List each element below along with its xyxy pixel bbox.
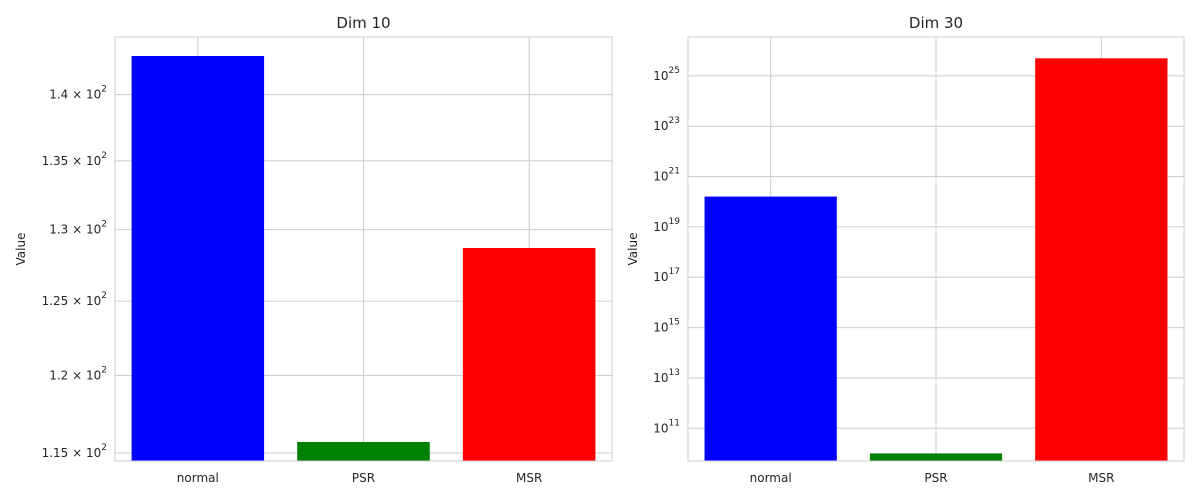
- y-tick-exponent: 13: [669, 368, 680, 378]
- y-tick-base: 10: [653, 69, 668, 83]
- bar-psr: [869, 453, 1003, 461]
- y-tick-mantissa: 1.25: [42, 294, 69, 308]
- y-tick-base: 10: [86, 223, 101, 237]
- axes-frame: [114, 36, 613, 462]
- y-tick-mantissa: 1.15: [42, 446, 69, 460]
- y-tick-base: 10: [653, 270, 668, 284]
- bar-psr: [297, 442, 430, 461]
- y-tick-times: ×: [68, 88, 86, 102]
- y-tick-exponent: 11: [669, 418, 680, 428]
- y-tick-exponent: 25: [669, 66, 680, 76]
- y-tick-label: 1023: [653, 116, 680, 133]
- y-tick-label: 1.3 × 102: [49, 220, 107, 237]
- y-tick-base: 10: [653, 371, 668, 385]
- y-tick-exponent: 21: [669, 167, 680, 177]
- y-tick-exponent: 2: [101, 151, 107, 161]
- y-axis-label: Value: [626, 233, 640, 266]
- y-tick-exponent: 23: [669, 116, 680, 126]
- y-tick-base: 10: [86, 369, 101, 383]
- y-tick-label: 1.35 × 102: [42, 151, 107, 168]
- y-tick-exponent: 2: [101, 291, 107, 301]
- bar-msr: [1035, 58, 1168, 461]
- x-tick-label: PSR: [352, 471, 375, 485]
- y-tick-times: ×: [68, 223, 86, 237]
- bar-normal: [704, 196, 837, 461]
- y-tick-base: 10: [653, 421, 668, 435]
- y-tick-exponent: 2: [101, 220, 107, 230]
- y-tick-base: 10: [86, 88, 101, 102]
- y-tick-base: 10: [653, 170, 668, 184]
- y-axis-label: Value: [14, 233, 28, 266]
- x-tick-label: normal: [177, 471, 219, 485]
- y-tick-label: 1021: [653, 167, 680, 184]
- y-tick-mantissa: 1.4: [49, 88, 68, 102]
- y-tick-label: 1.25 × 102: [42, 291, 107, 308]
- y-tick-exponent: 2: [101, 366, 107, 376]
- y-tick-label: 1011: [653, 418, 680, 435]
- y-tick-base: 10: [653, 321, 668, 335]
- y-tick-mantissa: 1.3: [49, 223, 68, 237]
- y-tick-base: 10: [86, 154, 101, 168]
- y-tick-mantissa: 1.2: [49, 369, 68, 383]
- bar-msr: [462, 247, 596, 461]
- y-tick-exponent: 2: [101, 85, 107, 95]
- y-tick-label: 1015: [653, 318, 680, 335]
- y-tick-label: 1.2 × 102: [49, 366, 107, 383]
- subplot-dim-30: normal PSR MSR1011101310151017101910211023…: [626, 14, 1185, 485]
- y-tick-times: ×: [68, 369, 86, 383]
- y-tick-label: 1013: [653, 368, 680, 385]
- x-tick-label: PSR: [924, 471, 947, 485]
- y-tick-exponent: 17: [669, 267, 680, 277]
- y-tick-label: 1019: [653, 217, 680, 234]
- x-tick-label: MSR: [516, 471, 542, 485]
- chart-title-dim-10: Dim 10: [336, 14, 390, 32]
- y-tick-exponent: 15: [669, 318, 680, 328]
- bar-normal: [131, 56, 265, 462]
- y-tick-exponent: 2: [101, 443, 107, 453]
- y-tick-times: ×: [68, 446, 86, 460]
- y-tick-label: 1.15 × 102: [42, 443, 107, 460]
- x-tick-label: normal: [750, 471, 792, 485]
- chart-title-dim-30: Dim 30: [909, 14, 963, 32]
- x-tick-label: MSR: [1088, 471, 1114, 485]
- y-tick-base: 10: [653, 119, 668, 133]
- y-tick-mantissa: 1.35: [42, 154, 69, 168]
- y-tick-base: 10: [653, 220, 668, 234]
- y-tick-exponent: 19: [669, 217, 681, 227]
- y-tick-label: 1025: [653, 66, 680, 83]
- y-tick-base: 10: [86, 294, 101, 308]
- y-tick-label: 1017: [653, 267, 680, 284]
- y-tick-times: ×: [68, 294, 86, 308]
- y-tick-base: 10: [86, 446, 101, 460]
- axes-frame: [687, 36, 1185, 462]
- y-tick-label: 1.4 × 102: [49, 85, 107, 102]
- y-tick-times: ×: [68, 154, 86, 168]
